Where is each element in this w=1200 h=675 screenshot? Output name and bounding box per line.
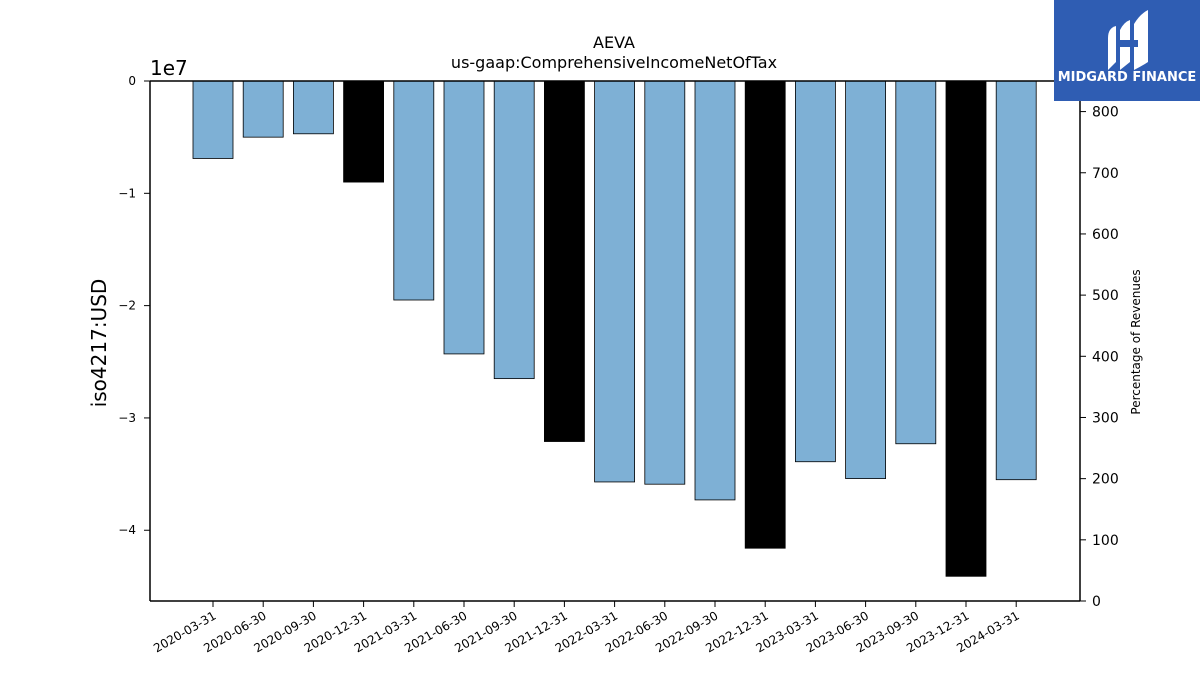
bar-2021-09-30 [493,80,535,380]
bar-2020-03-31 [192,80,234,159]
y-tick-label-right: 600 [1092,227,1119,243]
logo-mark-icon [1108,10,1148,70]
chart-subtitle: us-gaap:ComprehensiveIncomeNetOfTax [451,53,777,72]
y-tick-label-left: 0 [128,74,136,88]
bar-2021-03-31 [393,80,435,301]
y-tick-label-right: 200 [1092,472,1119,488]
midgard-finance-logo: MIDGARD FINANCE [1054,0,1200,101]
bar-2023-12-31 [945,80,987,577]
bar-2022-06-30 [644,80,686,485]
bar-2023-06-30 [845,80,886,479]
y-tick-label-right: 0 [1092,594,1101,610]
y-axis-label-left: iso4217:USD [87,279,111,408]
logo-text: MIDGARD FINANCE [1058,70,1197,85]
y-tick-label-left: −3 [118,411,136,425]
bar-2021-12-31 [544,80,585,442]
bar-2020-06-30 [242,80,284,138]
bar-2022-12-31 [744,80,786,549]
bar-2020-09-30 [292,80,334,135]
y-tick-label-right: 400 [1092,349,1119,365]
y-tick-label-right: 100 [1092,533,1119,549]
bar-2024-03-31 [995,80,1037,481]
bar-2022-03-31 [594,80,635,483]
chart-title: AEVA [593,33,635,52]
y-axis-offset-text: 1e7 [150,56,188,80]
y-tick-label-right: 500 [1092,288,1119,304]
bar-2023-09-30 [895,80,937,445]
y-tick-label-left: −2 [118,299,136,313]
y-tick-label-right: 300 [1092,410,1119,426]
y-axis-label-right: Percentage of Revenues [1129,269,1143,414]
bar-2022-09-30 [694,80,736,501]
bar-2020-12-31 [343,80,385,183]
y-tick-label-left: −4 [118,523,136,537]
y-tick-label-right: 800 [1092,105,1119,121]
bar-2021-06-30 [443,80,485,355]
bar-2023-03-31 [795,80,836,463]
y-tick-label-right: 700 [1092,166,1119,182]
bars-group [192,80,1037,577]
y-tick-label-left: −1 [118,186,136,200]
